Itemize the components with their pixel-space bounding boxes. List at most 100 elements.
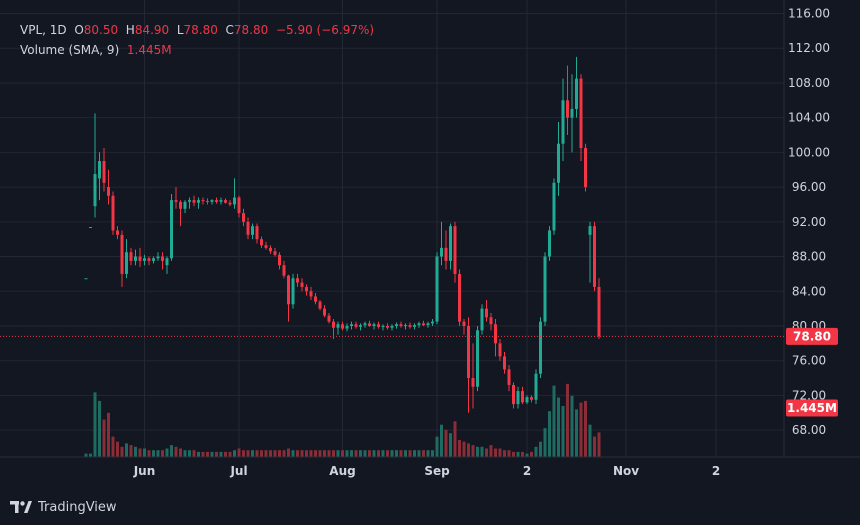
time-tick-label: 2 — [523, 464, 531, 478]
candle-body — [107, 187, 110, 196]
volume-bar — [116, 441, 119, 457]
volume-bar — [444, 429, 448, 457]
candle-body — [246, 221, 250, 235]
symbol-label[interactable]: VPL — [20, 23, 43, 37]
volume-bar — [161, 450, 164, 457]
volume-bar — [476, 446, 479, 457]
candle-body — [84, 278, 88, 280]
candle-body — [368, 323, 371, 326]
volume-bar — [332, 450, 335, 457]
candle-body — [102, 161, 106, 183]
candle-body — [260, 239, 263, 246]
volume-bar — [246, 450, 250, 457]
candle-body — [98, 161, 101, 179]
candle-body — [116, 230, 119, 235]
candle-body — [314, 296, 317, 302]
low-label: L — [176, 23, 184, 37]
volume-bar — [318, 450, 322, 457]
candle-body — [440, 247, 443, 257]
price-tick-label: 108.00 — [788, 76, 830, 90]
volume-bar — [170, 445, 173, 457]
candle-body — [426, 323, 430, 326]
price-axis[interactable]: 116.00 112.00 108.00 104.00 100.00 96.00 92.00… — [788, 7, 830, 438]
interval-label[interactable]: 1D — [49, 23, 67, 37]
volume-bar — [485, 448, 488, 457]
close-label: C — [225, 23, 234, 37]
volume-bar — [89, 453, 92, 457]
last-volume-label: 1.445M — [786, 399, 838, 417]
candle-body — [381, 325, 385, 327]
volume-bar — [242, 450, 245, 457]
volume-bar — [557, 397, 560, 457]
volume-bar — [147, 450, 151, 457]
candle-body — [264, 245, 268, 248]
price-tick-label: 100.00 — [788, 145, 830, 159]
candle-body — [534, 373, 538, 400]
last-volume-value: 1.445M — [787, 401, 837, 415]
candle-body — [210, 200, 214, 202]
low-value: 78.80 — [183, 23, 218, 37]
candle-body — [444, 247, 448, 261]
volume-bar — [534, 446, 538, 457]
volume-bar — [269, 450, 272, 457]
brand-footer[interactable]: TradingView — [10, 496, 117, 518]
close-value: 78.80 — [233, 23, 269, 37]
candle-body — [588, 226, 592, 235]
volume-bar — [525, 453, 529, 457]
time-tick-label: 2 — [712, 464, 720, 478]
price-tick-label: 96.00 — [792, 180, 826, 194]
candle-body — [512, 385, 515, 405]
candle-body — [278, 254, 281, 266]
candle-body — [233, 197, 236, 205]
volume-bar — [305, 450, 308, 457]
volume-bar — [381, 450, 385, 457]
price-tick-label: 76.00 — [792, 354, 826, 368]
volume-bar — [449, 433, 452, 457]
volume-indicator-label[interactable]: Volume (SMA, 9) — [20, 43, 120, 57]
volume-bar — [84, 453, 88, 457]
time-axis[interactable]: Jun Jul Aug Sep 2 Nov 2 — [133, 464, 720, 478]
candle-body — [206, 200, 209, 202]
volume-bar — [507, 450, 511, 457]
candles — [84, 56, 601, 413]
candle-body — [273, 251, 277, 255]
volume-bar — [588, 424, 592, 457]
volume-bar — [291, 450, 295, 457]
chart-grid — [0, 0, 784, 457]
candle-body — [215, 200, 218, 202]
candle-body — [129, 252, 133, 261]
candle-body — [399, 324, 403, 326]
candle-body — [282, 265, 286, 276]
candle-body — [224, 200, 227, 203]
candle-body — [516, 391, 520, 405]
candle-body — [345, 325, 349, 329]
candle-body — [228, 202, 232, 205]
candle-body — [404, 325, 407, 327]
candle-body — [170, 200, 173, 259]
volume-bar — [431, 450, 434, 457]
candle-body — [152, 258, 155, 261]
candle-body — [341, 324, 344, 329]
volume-bar — [570, 395, 574, 457]
volume-bar — [363, 450, 367, 457]
candle-body — [134, 256, 137, 261]
last-price-box — [786, 327, 838, 345]
candle-body — [449, 226, 452, 261]
price-tick-label: 84.00 — [792, 284, 826, 298]
candle-body — [165, 258, 169, 266]
candle-body — [557, 143, 560, 183]
volume-bar — [93, 392, 97, 457]
volume-bar — [350, 450, 353, 457]
candle-body — [453, 226, 457, 274]
candle-body — [530, 397, 533, 400]
candle-body — [462, 321, 466, 326]
candle-body — [125, 252, 128, 274]
volume-bar — [404, 450, 407, 457]
volume-bar — [516, 451, 520, 457]
volume-bar — [273, 450, 277, 457]
volume-bar — [192, 450, 196, 457]
candle-body — [561, 100, 565, 144]
volume-bar — [597, 432, 601, 457]
candle-body — [521, 391, 524, 403]
